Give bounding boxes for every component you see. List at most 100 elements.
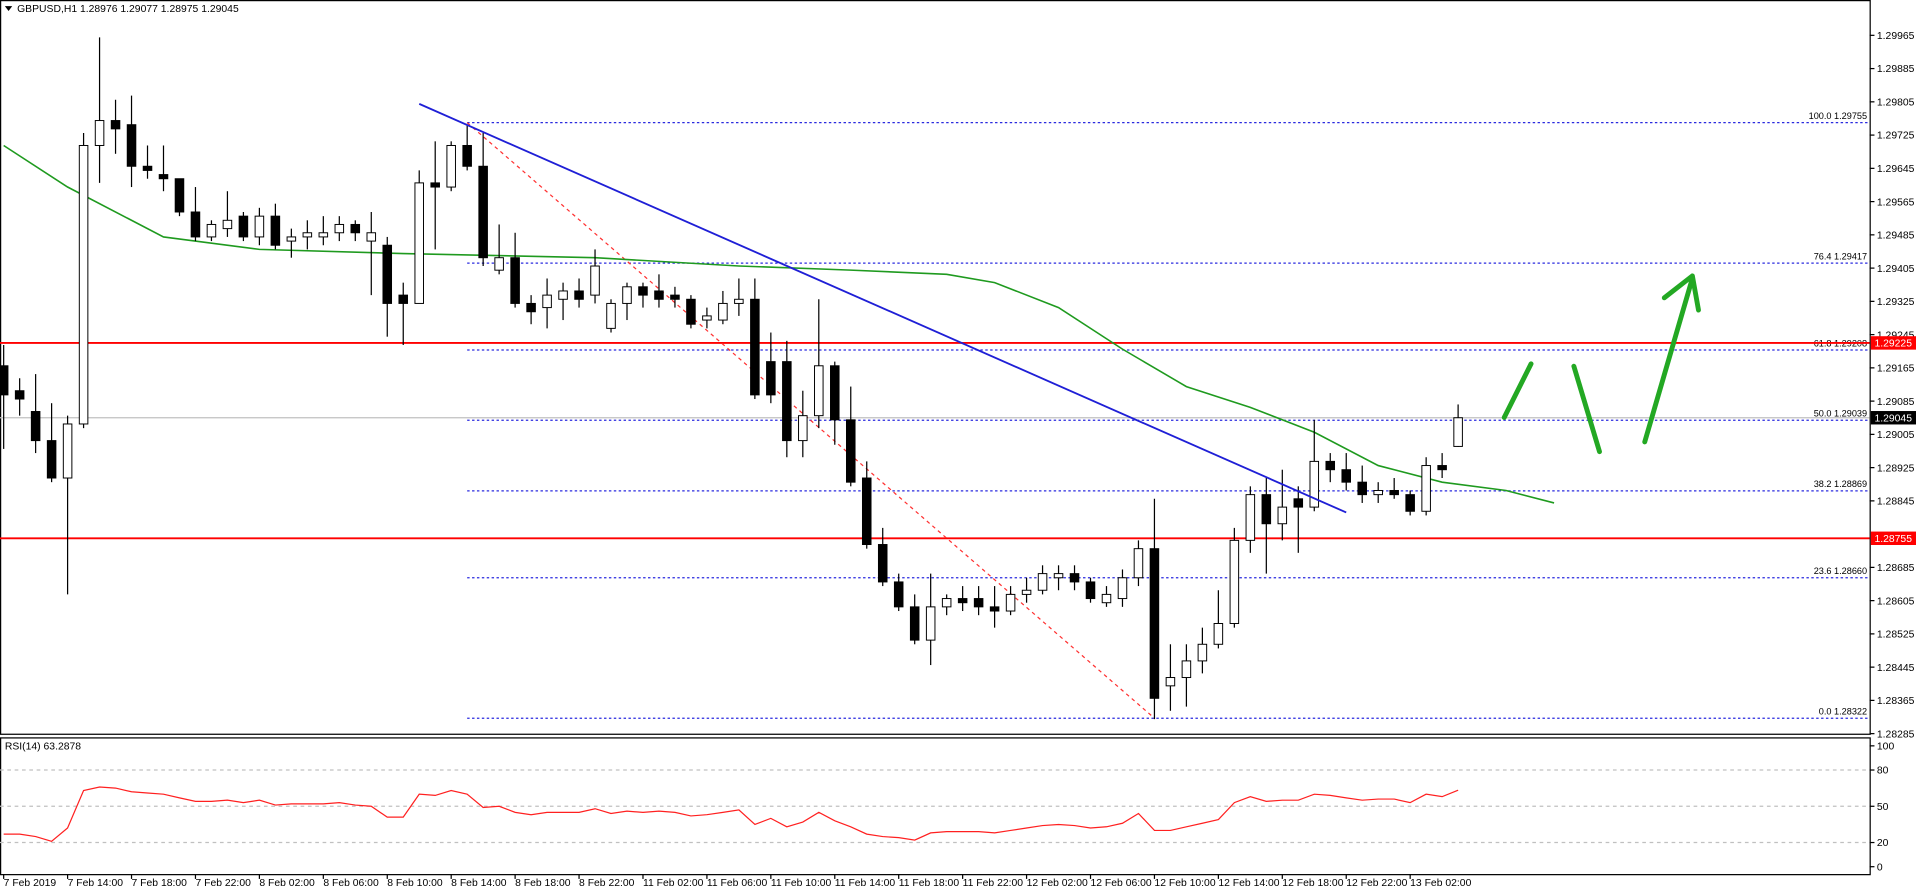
candle-body [0,365,9,396]
plot: 1.29965 1.29885 1.29805 1.29725 1.29645 1.295… [0,31,1916,889]
candle-body [142,165,153,171]
candle-body [574,290,584,300]
candle-body [1149,548,1160,699]
candle-body [526,302,536,313]
x-tick-label: 8 Feb 18:00 [515,878,571,889]
fib-line [466,122,1155,719]
candle-body [174,178,185,213]
candle-body [510,257,520,304]
candle-body [1181,660,1192,679]
candle-body [1309,460,1320,508]
candle-body [1213,623,1224,645]
candle-body [1389,489,1399,496]
x-tick-label: 11 Feb 18:00 [899,878,960,889]
current-price-box [1870,411,1916,425]
forecast-arrow [1501,361,1534,420]
candle-body [1101,593,1112,604]
candle-body [766,361,776,396]
moving-average [3,144,1555,504]
candle-body [1037,573,1048,591]
y-tick-label: 1.28605 [1877,596,1915,607]
x-tick-label: 7 Feb 18:00 [132,878,188,889]
candle-body [1053,573,1064,579]
x-tick-label: 12 Feb 22:00 [1346,878,1407,889]
x-tick-label: 13 Feb 02:00 [1410,878,1471,889]
candle-body [302,232,313,238]
candle-body [1261,494,1272,525]
x-tick-label: 11 Feb 10:00 [771,878,832,889]
rsi-tick-label: 20 [1877,838,1889,849]
y-tick-label: 1.29565 [1877,197,1915,208]
candle-body [861,477,872,546]
candle-body [877,544,888,583]
candle-body [702,315,712,321]
candle-body [1341,469,1351,483]
forecast-arrow-head [1661,273,1701,313]
y-tick-label: 1.29325 [1877,297,1915,308]
x-tick-label: 8 Feb 06:00 [323,878,379,889]
candle-body [1373,489,1383,496]
y-tick-label: 1.29005 [1877,430,1915,441]
candle-body [1453,417,1463,447]
title-icon [4,6,13,11]
candle-body [925,606,936,641]
candle-body [430,182,440,188]
x-tick-label: 12 Feb 06:00 [1091,878,1152,889]
y-tick-label: 1.29405 [1877,264,1915,275]
candle-body [1085,581,1096,600]
candle-body [1069,573,1080,583]
level-label-box [1870,336,1916,350]
candle-body [270,215,281,246]
forecast-arrows [1501,273,1701,455]
candle-body [1005,593,1016,612]
x-tick-label: 12 Feb 18:00 [1282,878,1343,889]
x-tick-label: 12 Feb 02:00 [1027,878,1088,889]
candle-body [126,124,137,167]
candle-body [1117,577,1128,600]
candle-body [989,606,1000,612]
candle-body [734,298,744,304]
candle-body [382,244,393,304]
fib-label: 50.0 1.29039 [1814,409,1867,419]
forecast-arrow [1642,275,1695,445]
candle-body [1325,460,1336,471]
y-tick-label: 1.29165 [1877,364,1915,375]
candle-body [750,298,760,396]
candle-body [638,286,648,296]
x-tick-label: 8 Feb 10:00 [387,878,443,889]
level-label-box [1870,531,1916,545]
forecast-arrow [1571,363,1602,455]
y-tick-label: 1.29485 [1877,231,1915,242]
candle-body [318,232,329,238]
candle-body [1229,539,1240,624]
candle-body [110,120,121,130]
rsi-title: RSI(14) 63.2878 [5,742,81,753]
y-tick-label: 1.29965 [1877,31,1915,42]
candle-body [190,211,201,238]
candle-body [1293,498,1304,508]
y-tick-label: 1.28285 [1877,729,1915,740]
x-tick-label: 11 Feb 22:00 [963,878,1024,889]
candle-body [478,165,488,259]
x-tick-label: 7 Feb 14:00 [68,878,124,889]
y-tick-label: 1.28525 [1877,630,1915,641]
fib-label: 0.0 1.28322 [1819,707,1867,717]
candle-body [542,294,552,309]
candle-body [238,215,249,238]
candle-body [558,290,568,300]
candle-body [654,290,664,300]
trendline [418,103,1347,514]
candle-body [446,144,456,188]
candle-body [590,265,600,296]
fib-label: 38.2 1.28869 [1814,479,1867,489]
y-tick-label: 1.28365 [1877,696,1915,707]
candle-body [78,144,89,425]
level-label: 1.29225 [1874,339,1912,350]
candle-body [973,598,984,608]
x-tick-label: 12 Feb 14:00 [1218,878,1279,889]
rsi-tick-label: 80 [1877,766,1889,777]
x-tick-label: 7 Feb 2019 [4,878,57,889]
